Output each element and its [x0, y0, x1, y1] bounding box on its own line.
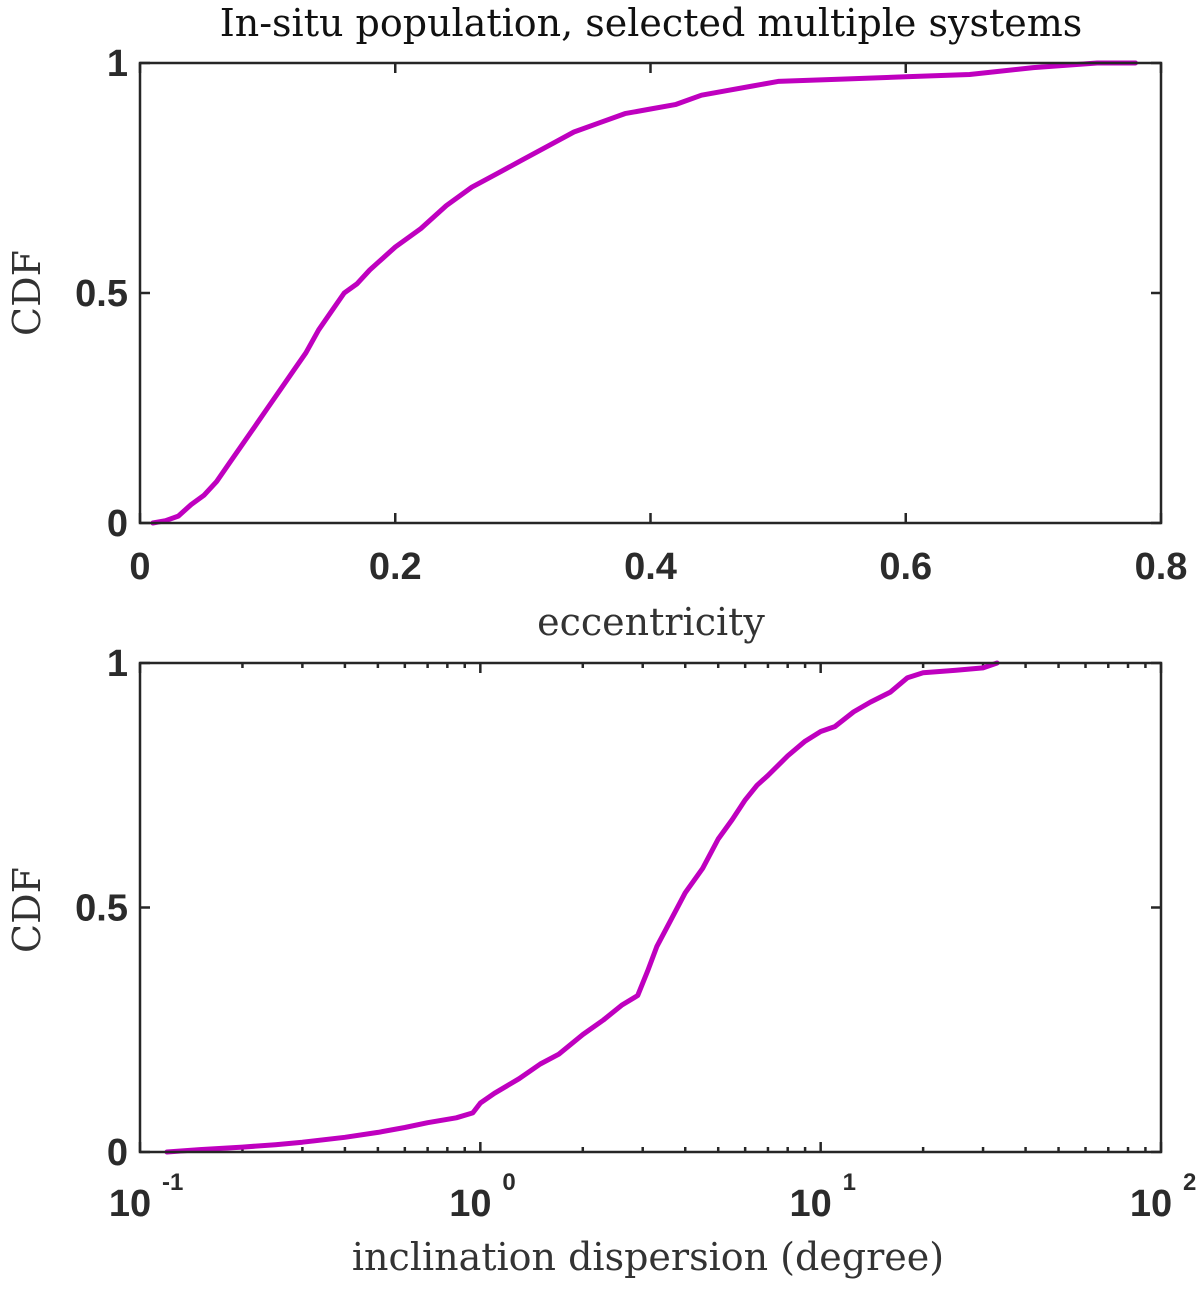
panel-eccentricity: In-situ population, selected multiple sy… — [5, 1, 1187, 644]
x-tick-label: 0 — [129, 546, 150, 588]
x-tick-label-exponent: 0 — [502, 1169, 515, 1196]
ticks-inclination: 10 -1 10 0 10 1 10 2 0 0.5 1 — [75, 643, 1196, 1225]
cdf-line-eccentricity — [150, 60, 1138, 526]
y-tick-label: 0.5 — [75, 273, 128, 315]
ticks-eccentricity: 0 0.2 0.4 0.6 0.8 0 0.5 1 — [75, 43, 1187, 588]
axes-box-inclination — [138, 661, 1163, 1154]
x-tick-label: 10 — [449, 1183, 491, 1225]
y-tick-label: 0 — [107, 1132, 128, 1174]
y-tick-label: 1 — [107, 43, 128, 85]
y-tick-label: 0 — [107, 503, 128, 545]
x-tick-label-exponent: -1 — [162, 1169, 183, 1196]
x-tick-label: 0.2 — [369, 546, 422, 588]
y-axis-label-cdf-bottom: CDF — [5, 867, 49, 953]
x-tick-label-exponent: 2 — [1183, 1169, 1196, 1196]
x-tick-label: 0.8 — [1135, 546, 1188, 588]
axes-box-eccentricity — [138, 61, 1163, 525]
x-axis-label-eccentricity: eccentricity — [537, 600, 765, 644]
y-axis-label-cdf-top: CDF — [5, 250, 49, 336]
x-tick-label: 10 — [109, 1183, 151, 1225]
x-axis-label-inclination: inclination dispersion (degree) — [352, 1235, 944, 1279]
x-tick-label: 10 — [790, 1183, 832, 1225]
x-tick-label: 0.4 — [624, 546, 677, 588]
x-tick-label: 10 — [1130, 1183, 1172, 1225]
y-tick-label: 0.5 — [75, 888, 128, 930]
y-tick-label: 1 — [107, 643, 128, 685]
cdf-line-inclination — [164, 660, 1000, 1155]
chart-title: In-situ population, selected multiple sy… — [220, 1, 1083, 45]
panel-inclination: inclination dispersion (degree) CDF 10-1… — [5, 643, 1196, 1279]
x-tick-label: 0.6 — [879, 546, 932, 588]
x-tick-label-exponent: 1 — [843, 1169, 856, 1196]
